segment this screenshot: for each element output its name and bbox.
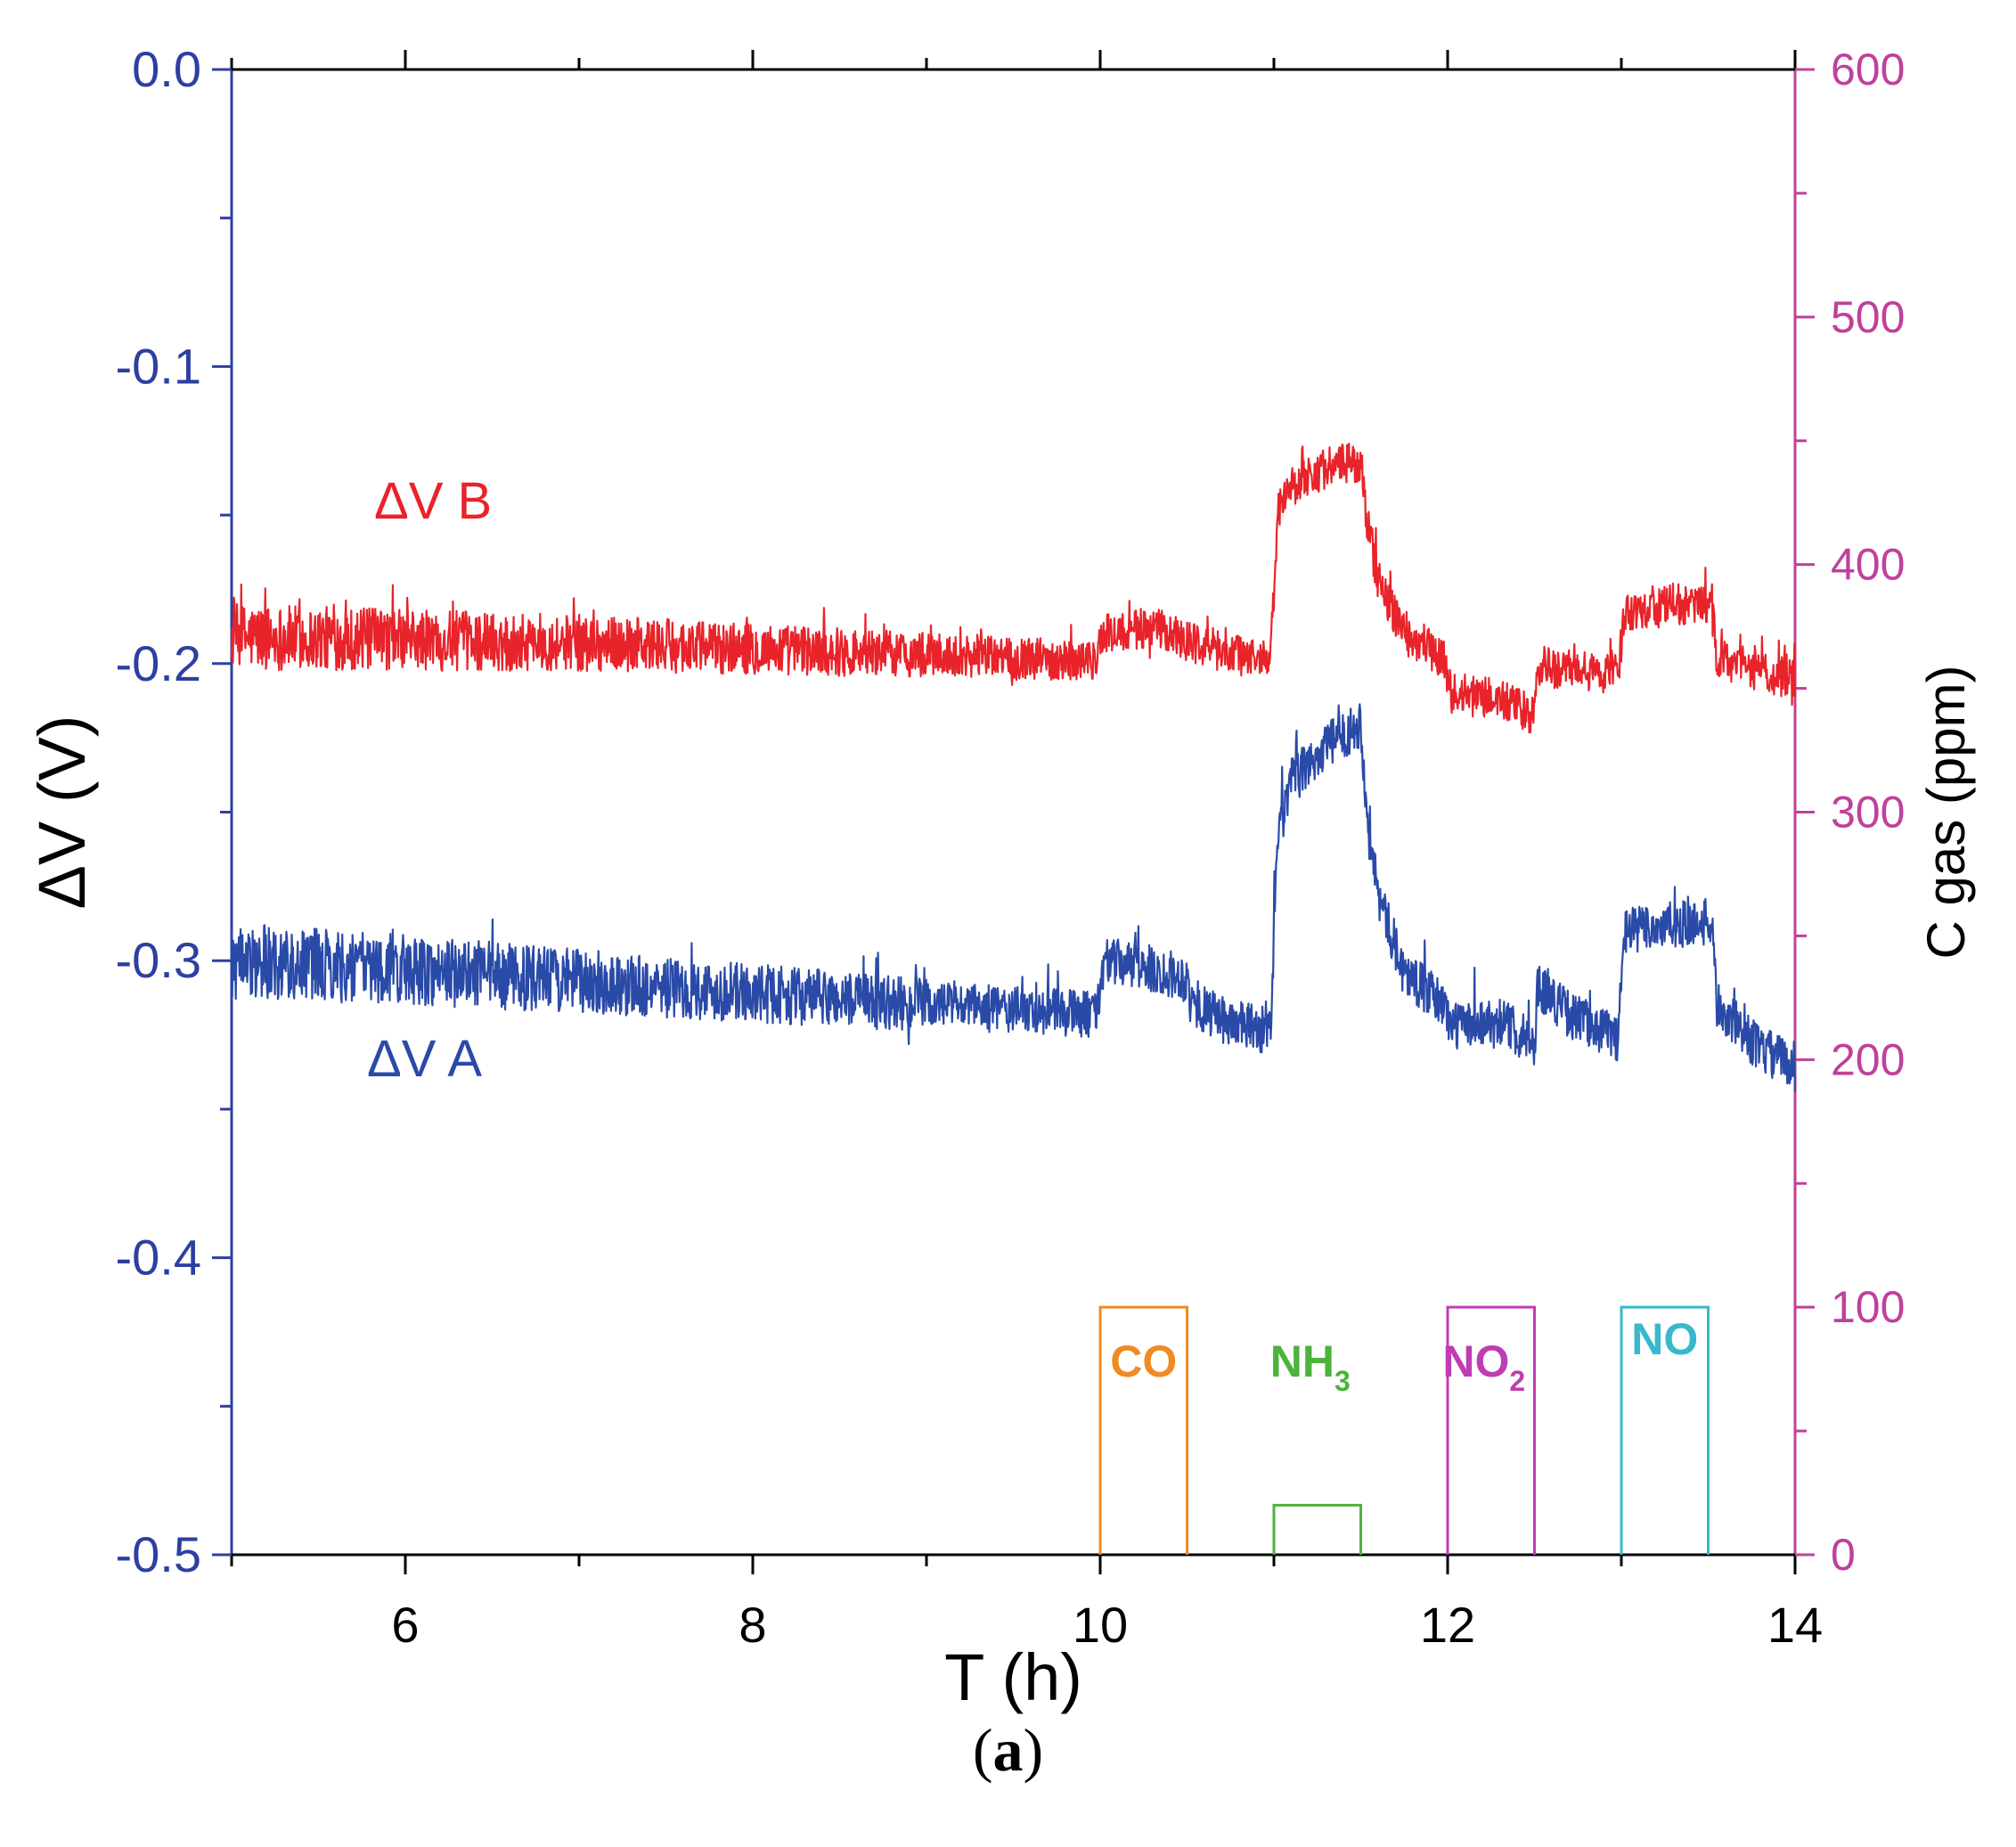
panel-label-open: ( [972,1716,993,1784]
series-label-delta-v-b: ΔV B [374,472,492,530]
gas-label-no: NO [1631,1314,1698,1364]
gas-label-co: CO [1110,1336,1177,1386]
y-right-tick-label: 0 [1831,1530,1856,1580]
y-right-tick-label: 600 [1831,45,1905,94]
y-right-tick-label: 100 [1831,1282,1905,1332]
y-right-axis-title: C gas (ppm) [1916,665,1976,959]
y-right-tick-label: 200 [1831,1034,1905,1084]
gas-pulse-co [1098,1305,1188,1555]
x-tick-label: 6 [391,1597,419,1653]
gas-pulse-nh3 [1272,1503,1362,1555]
x-tick-label: 8 [739,1597,766,1653]
gas-label-subscript: 3 [1334,1365,1351,1397]
y-left-tick-label: -0.1 [116,338,202,394]
y-left-tick-label: -0.3 [116,932,202,988]
gas-label-no2: NO2 [1442,1336,1525,1397]
panel-label-letter: a [992,1716,1024,1784]
y-left-axis-title: ΔV (V) [25,715,99,910]
y-left-tick-label: 0.0 [132,41,201,97]
x-axis-title: T (h) [944,1640,1082,1714]
gas-pulse-no [1620,1305,1710,1555]
series-delta-v-a-line [230,703,1797,1092]
panel-label: (a) [0,1715,2016,1786]
x-tick-label: 14 [1767,1597,1823,1653]
panel-label-close: ) [1023,1716,1044,1784]
gas-pulse-no2 [1446,1305,1536,1555]
y-right-tick-label: 400 [1831,540,1905,590]
x-tick-label: 12 [1420,1597,1475,1653]
gas-label-subscript: 2 [1509,1365,1525,1397]
y-right-tick-label: 300 [1831,788,1905,838]
y-left-tick-label: -0.2 [116,635,202,691]
gas-label-nh3: NH3 [1270,1336,1351,1397]
series-delta-v-b-line [230,442,1797,734]
x-tick-label: 10 [1073,1597,1128,1653]
y-left-tick-label: -0.5 [116,1526,202,1582]
y-left-tick-label: -0.4 [116,1230,202,1286]
series-label-delta-v-a: ΔV A [367,1030,482,1088]
y-right-tick-label: 500 [1831,292,1905,342]
